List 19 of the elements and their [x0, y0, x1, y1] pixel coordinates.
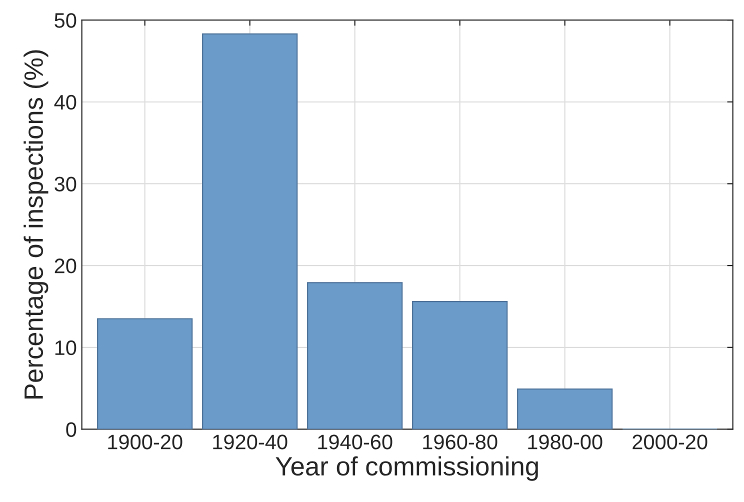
- y-tick-label: 30: [54, 176, 76, 192]
- x-tick-label: 2000-20: [632, 434, 708, 450]
- x-tick-label: 1940-60: [318, 434, 392, 450]
- x-tick-label: 1900-20: [108, 434, 182, 450]
- y-tick-label: 10: [55, 340, 76, 356]
- bar: [412, 301, 508, 430]
- bar: [97, 318, 193, 430]
- y-tick-label: 50: [54, 13, 76, 28]
- y-tick-label: 0: [66, 422, 76, 437]
- x-tick-label: 1920-40: [213, 434, 288, 450]
- x-axis-title: Year of commissioning: [276, 456, 538, 481]
- y-tick-label: 20: [54, 258, 76, 274]
- y-tick-label: 40: [54, 94, 76, 110]
- bar: [202, 33, 298, 430]
- y-axis-title: Percentage of inspections (%): [24, 50, 48, 398]
- x-tick-label: 1980-00: [528, 434, 602, 450]
- bar: [307, 282, 403, 430]
- bar: [517, 388, 613, 430]
- x-tick-label: 1960-80: [423, 434, 498, 450]
